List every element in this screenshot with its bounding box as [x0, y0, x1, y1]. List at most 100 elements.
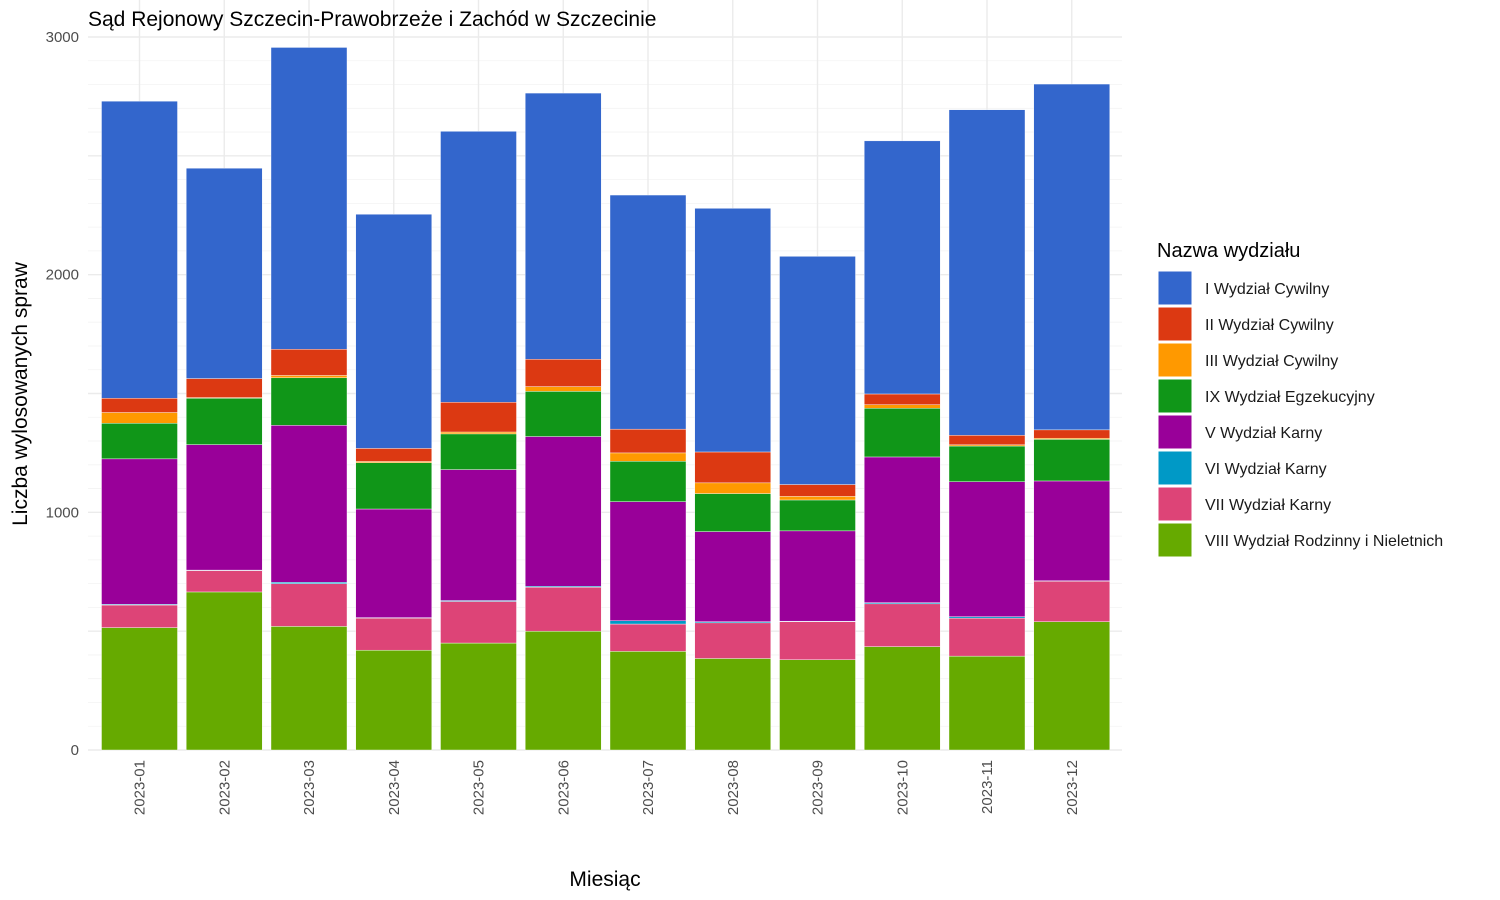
bar-segment [355, 448, 432, 462]
x-tick-label: 2023-02 [216, 760, 233, 815]
bar-segment [525, 391, 602, 437]
bar-segment [525, 359, 602, 387]
bar-segment [101, 604, 178, 628]
bar-segment [101, 398, 178, 413]
bar-segment [779, 499, 856, 532]
bar-segment [440, 431, 517, 435]
bar-segment [101, 627, 178, 751]
bar-segment [609, 620, 687, 625]
y-tick-label: 1000 [46, 504, 79, 521]
legend-label: III Wydział Cywilny [1205, 353, 1338, 370]
legend-label: IX Wydział Egzekucyjny [1205, 389, 1375, 406]
bar-segment [948, 109, 1026, 436]
bar-segment [609, 194, 687, 430]
bar-segment [186, 167, 263, 379]
bar-segment [864, 140, 941, 395]
legend-swatch [1157, 342, 1193, 378]
bar-segment [609, 428, 687, 454]
x-tick-label: 2023-11 [979, 760, 996, 814]
x-tick-label: 2023-05 [471, 760, 488, 815]
legend-label: VII Wydział Karny [1205, 497, 1331, 514]
bar-segment [440, 131, 517, 403]
bar-segment [1033, 83, 1110, 431]
bar-segment [270, 375, 348, 379]
bar-segment [609, 501, 687, 621]
legend-swatch [1157, 522, 1193, 558]
bar-segment [779, 621, 856, 660]
x-tick-label: 2023-12 [1064, 760, 1081, 815]
bar-segment [355, 508, 432, 618]
y-tick-label: 3000 [46, 29, 79, 46]
x-tick-label: 2023-07 [640, 760, 657, 815]
bar-segment [440, 402, 517, 433]
bar-segment [525, 386, 602, 392]
bar-segment [864, 456, 941, 603]
bar-segment [609, 452, 687, 462]
bar-segment [948, 435, 1026, 446]
bar-segment [609, 623, 687, 652]
bar-segment [101, 100, 178, 399]
bar-segment [694, 208, 771, 453]
bar-segment [186, 444, 263, 571]
bar-segment [694, 531, 771, 622]
bar-segment [270, 583, 348, 627]
bar-segment [525, 630, 602, 751]
y-tick-label: 0 [71, 742, 79, 759]
legend-swatch [1157, 270, 1193, 306]
legend-label: II Wydział Cywilny [1205, 317, 1334, 334]
legend-title: Nazwa wydziału [1157, 240, 1300, 262]
bar-segment [355, 462, 432, 510]
bar-segment [101, 423, 178, 460]
bar-segment [440, 601, 517, 644]
x-tick-label: 2023-01 [132, 760, 149, 815]
legend-label: VIII Wydział Rodzinny i Nieletnich [1205, 533, 1443, 550]
legend-swatch [1157, 414, 1193, 450]
bar-segment [1033, 439, 1110, 482]
bar-segment [694, 622, 771, 659]
legend: Nazwa wydziału I Wydział Cywilny II Wydzi… [1157, 240, 1443, 558]
bar-segment [355, 214, 432, 449]
bar-segment [948, 616, 1026, 619]
legend-label: I Wydział Cywilny [1205, 281, 1329, 298]
bar-segment [779, 496, 856, 501]
bar-segment [101, 412, 178, 424]
bar-segment [948, 481, 1026, 617]
bar-segment [270, 582, 348, 584]
bar-segment [440, 433, 517, 470]
bar-segment [525, 92, 602, 360]
bar-segment [779, 484, 856, 497]
bar-segment [440, 642, 517, 751]
legend-swatch [1157, 486, 1193, 522]
bar-segment [270, 47, 348, 350]
bar-segment [948, 617, 1026, 657]
bar-segment [270, 349, 348, 376]
bar-segment [694, 658, 771, 751]
legend-swatch [1157, 450, 1193, 486]
chart-title: Sąd Rejonowy Szczecin-Prawobrzeże i Zach… [88, 8, 656, 31]
bar-segment [694, 482, 771, 494]
bar-segment [779, 530, 856, 622]
bar-segment [186, 398, 263, 445]
x-tick-label: 2023-03 [301, 760, 318, 815]
x-tick-label: 2023-04 [386, 760, 403, 815]
legend-swatch [1157, 378, 1193, 414]
y-axis: 0 1000 2000 3000 [46, 29, 79, 759]
bar-segment [525, 436, 602, 587]
bar-segment [864, 646, 941, 751]
y-tick-label: 2000 [46, 267, 79, 284]
bar-segment [694, 493, 771, 532]
bar-segment [270, 425, 348, 583]
x-tick-label: 2023-08 [725, 760, 742, 815]
legend-label: VI Wydział Karny [1205, 461, 1327, 478]
y-axis-title: Liczba wylosowanych spraw [9, 261, 32, 526]
bar-segment [355, 617, 432, 651]
x-axis-title: Miesiąc [569, 868, 640, 891]
bar-segment [864, 393, 941, 405]
bar-segment [864, 603, 941, 647]
bar-segment [1033, 480, 1110, 581]
x-tick-label: 2023-10 [894, 760, 911, 815]
bar-segment [609, 461, 687, 502]
bar-segment [440, 469, 517, 601]
bar-segment [270, 377, 348, 426]
